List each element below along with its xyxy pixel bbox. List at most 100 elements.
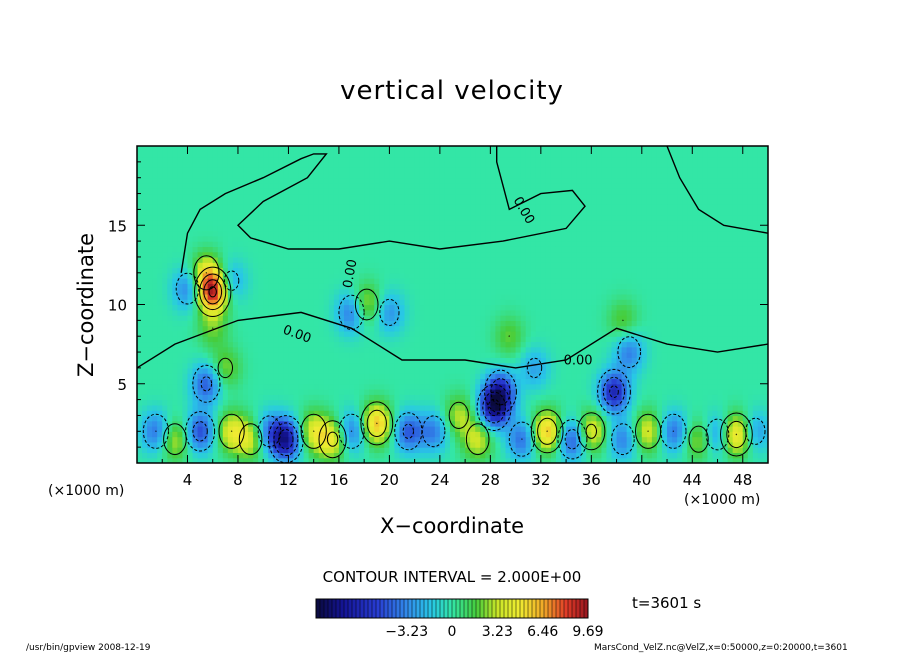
field-cell (237, 177, 244, 184)
field-cell (318, 241, 325, 247)
field-cell (263, 341, 269, 348)
field-cell (202, 193, 209, 200)
field-cell (414, 320, 421, 327)
field-cell (359, 404, 365, 411)
field-cell (414, 373, 421, 380)
field-cell (394, 241, 401, 247)
field-cell (510, 346, 517, 353)
field-cell (515, 362, 522, 369)
field-cell (379, 278, 385, 284)
field-cell (379, 341, 385, 348)
field-cell (470, 267, 476, 274)
field-cell (404, 373, 411, 380)
field-cell (540, 330, 547, 337)
field-cell (439, 457, 446, 463)
field-cell (268, 389, 274, 395)
field-cell (465, 251, 471, 258)
field-cell (359, 172, 365, 179)
field-cell (480, 177, 486, 184)
field-cell (293, 304, 300, 311)
field-cell (243, 457, 249, 463)
field-cell (142, 219, 148, 226)
field-cell (147, 214, 153, 221)
field-cell (137, 167, 143, 174)
field-cell (429, 299, 436, 306)
field-cell (439, 367, 446, 374)
field-cell (449, 161, 456, 168)
field-cell (349, 182, 355, 189)
field-cell (308, 457, 315, 463)
field-cell (333, 362, 340, 369)
field-cell (283, 426, 290, 432)
field-cell (550, 177, 557, 184)
field-cell (409, 362, 416, 369)
field-cell (525, 452, 532, 459)
field-cell (349, 272, 355, 279)
field-cell (298, 198, 305, 205)
field-cell (243, 362, 249, 369)
field-cell (278, 209, 284, 216)
field-cell (384, 383, 390, 390)
field-cell (545, 383, 552, 390)
field-cell (465, 156, 471, 163)
field-cell (147, 151, 153, 158)
field-cell (157, 357, 163, 364)
field-cell (142, 357, 148, 364)
field-cell (465, 182, 471, 189)
field-cell (535, 214, 542, 221)
field-cell (333, 341, 340, 348)
field-cell (343, 230, 350, 237)
field-cell (227, 410, 234, 417)
field-cell (288, 146, 295, 152)
field-cell (354, 241, 360, 247)
field-cell (424, 426, 431, 432)
field-cell (399, 272, 406, 279)
field-cell (404, 378, 411, 385)
field-cell (470, 336, 476, 343)
field-cell (258, 251, 264, 258)
field-cell (313, 214, 320, 221)
field-cell (268, 278, 274, 284)
field-cell (212, 235, 219, 242)
field-cell (343, 383, 350, 390)
field-cell (157, 383, 163, 390)
field-cell (268, 341, 274, 348)
field-cell (364, 225, 370, 232)
field-cell (480, 188, 486, 195)
field-cell (535, 441, 542, 448)
field-cell (157, 404, 163, 411)
field-cell (389, 383, 396, 390)
field-cell (293, 436, 300, 443)
field-cell (288, 315, 295, 321)
field-cell (359, 394, 365, 401)
field-cell (349, 251, 355, 258)
field-cell (313, 256, 320, 263)
field-cell (313, 394, 320, 401)
field-cell (142, 352, 148, 358)
field-cell (157, 299, 163, 306)
field-cell (540, 225, 547, 232)
field-cell (288, 235, 295, 242)
field-cell (237, 193, 244, 200)
field-cell (460, 410, 466, 417)
field-cell (460, 267, 466, 274)
field-cell (303, 267, 310, 274)
field-cell (338, 330, 345, 337)
field-cell (359, 304, 365, 311)
field-cell (273, 441, 279, 448)
field-cell (354, 267, 360, 274)
field-cell (177, 161, 184, 168)
field-cell (293, 219, 300, 226)
field-cell (525, 214, 532, 221)
field-cell (323, 415, 330, 422)
field-cell (137, 352, 143, 358)
field-cell (500, 383, 507, 390)
field-cell (520, 299, 527, 306)
field-cell (303, 235, 310, 242)
field-cell (485, 341, 491, 348)
field-cell (394, 177, 401, 184)
field-cell (354, 161, 360, 168)
field-cell (338, 172, 345, 179)
field-cell (409, 341, 416, 348)
field-cell (308, 156, 315, 163)
